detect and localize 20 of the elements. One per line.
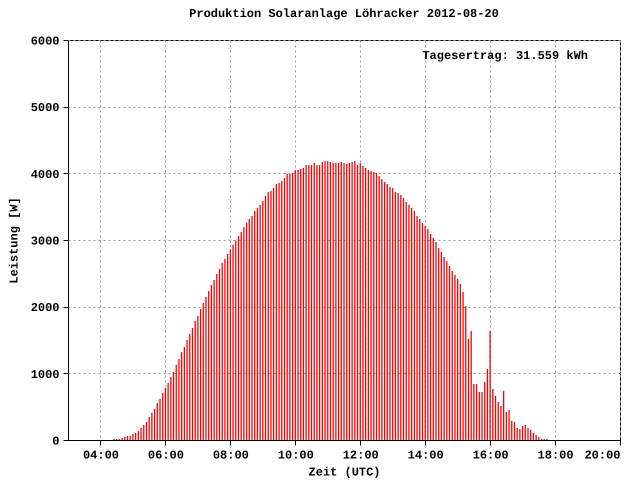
x-tick-label: 08:00 [212, 448, 249, 462]
y-tick-label: 3000 [30, 234, 60, 248]
x-tick-label: 10:00 [278, 448, 314, 462]
y-axis-title: Leistung [W] [8, 197, 22, 284]
x-tick-label: 18:00 [538, 448, 574, 462]
x-tick-label: 12:00 [342, 448, 379, 462]
x-tick-label: 14:00 [408, 448, 444, 462]
x-tick-label: 16:00 [472, 448, 509, 462]
y-tick-label: 5000 [30, 101, 60, 116]
y-tick-label: 0 [52, 434, 60, 448]
y-tick-label: 4000 [30, 168, 60, 182]
y-tick-label: 6000 [30, 34, 60, 48]
chart-title: Produktion Solaranlage Löhracker 2012-08-20 [189, 7, 499, 21]
x-tick-label: 20:00 [584, 448, 620, 462]
y-tick-label: 1000 [30, 368, 60, 382]
x-tick-label: 06:00 [148, 448, 184, 462]
annotation: Tagesertrag: 31.559 kWh [422, 49, 588, 63]
x-tick-label: 04:00 [82, 448, 119, 462]
x-axis-title: Zeit (UTC) [308, 466, 381, 480]
y-tick-label: 2000 [30, 301, 60, 316]
